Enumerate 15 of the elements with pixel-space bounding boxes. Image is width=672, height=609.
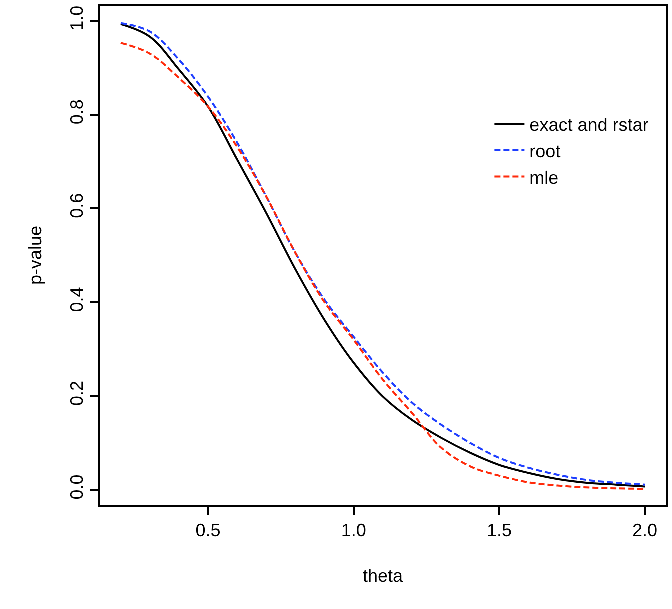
legend-label: mle: [530, 168, 559, 188]
y-tick-label: 0.0: [67, 474, 88, 500]
y-tick-label: 0.8: [67, 100, 88, 125]
x-tick-label: 2.0: [632, 520, 658, 540]
x-tick-label: 0.5: [196, 520, 221, 540]
x-tick-label: 1.0: [341, 520, 366, 540]
y-tick-label: 0.4: [67, 287, 88, 312]
y-tick-label: 0.6: [67, 193, 88, 218]
legend-label: exact and rstar: [530, 115, 649, 136]
x-axis-title: theta: [362, 566, 404, 586]
x-tick-label: 1.5: [486, 520, 512, 540]
y-tick-label: 0.2: [67, 380, 88, 406]
y-axis-title: p-value: [26, 226, 46, 286]
y-tick-label: 1.0: [67, 6, 88, 31]
legend-label: root: [530, 141, 561, 162]
